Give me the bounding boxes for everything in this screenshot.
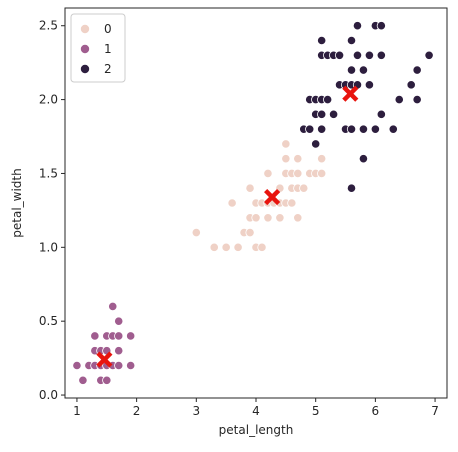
x-tick-label-6: 7 bbox=[431, 404, 439, 418]
point-cluster-0-23 bbox=[281, 154, 291, 164]
y-tick-label-3: 1.5 bbox=[39, 166, 58, 180]
legend-marker-1 bbox=[80, 44, 91, 55]
point-cluster-0-31 bbox=[293, 154, 303, 164]
point-cluster-2-30 bbox=[364, 80, 375, 90]
legend-label-1: 1 bbox=[104, 42, 112, 56]
point-cluster-2-38 bbox=[394, 94, 404, 105]
x-tick-label-0: 1 bbox=[73, 404, 81, 418]
point-cluster-0-32 bbox=[299, 183, 309, 193]
point-cluster-2-31 bbox=[364, 50, 375, 60]
point-cluster-0-4 bbox=[233, 242, 243, 252]
x-axis-ticks: 1 2 3 4 5 6 7 bbox=[73, 398, 439, 418]
data-points-layer bbox=[72, 21, 434, 385]
point-cluster-0-30 bbox=[293, 168, 303, 179]
point-cluster-2-19 bbox=[346, 183, 357, 193]
point-cluster-1-16 bbox=[114, 360, 124, 371]
point-cluster-2-41 bbox=[412, 65, 422, 75]
point-cluster-1-15 bbox=[108, 301, 118, 312]
point-cluster-1-0 bbox=[72, 360, 82, 371]
point-cluster-0-16 bbox=[263, 168, 273, 179]
point-cluster-2-28 bbox=[358, 124, 369, 134]
y-axis-label: petal_width bbox=[10, 168, 24, 237]
point-cluster-1-20 bbox=[126, 360, 136, 371]
point-cluster-2-10 bbox=[317, 35, 327, 46]
point-cluster-0-1 bbox=[209, 242, 219, 252]
point-cluster-2-13 bbox=[328, 109, 339, 119]
x-tick-label-1: 2 bbox=[133, 404, 141, 418]
point-cluster-0-37 bbox=[317, 154, 327, 164]
legend-marker-2 bbox=[80, 64, 91, 75]
point-cluster-2-26 bbox=[352, 21, 363, 31]
point-cluster-2-11 bbox=[323, 94, 333, 105]
point-cluster-2-7 bbox=[317, 109, 327, 119]
point-cluster-1-19 bbox=[114, 316, 124, 326]
point-cluster-0-0 bbox=[191, 227, 201, 238]
legend: 0 1 2 bbox=[70, 13, 126, 83]
legend-label-0: 0 bbox=[104, 22, 112, 36]
point-cluster-0-14 bbox=[263, 213, 273, 223]
point-cluster-2-32 bbox=[370, 124, 380, 134]
point-cluster-2-16 bbox=[334, 50, 345, 60]
centroid-marker-2 bbox=[342, 85, 359, 102]
point-cluster-1-17 bbox=[114, 346, 124, 356]
centroid-marker-0 bbox=[96, 351, 113, 368]
y-tick-label-5: 2.5 bbox=[39, 19, 58, 33]
point-cluster-2-39 bbox=[406, 80, 416, 90]
y-axis-ticks: 0.0 0.5 1.0 1.5 2.0 2.5 bbox=[39, 19, 65, 402]
point-cluster-1-18 bbox=[114, 331, 124, 341]
point-cluster-2-36 bbox=[376, 21, 386, 31]
point-cluster-2-34 bbox=[376, 109, 386, 119]
legend-label-2: 2 bbox=[104, 62, 112, 76]
point-cluster-2-40 bbox=[412, 94, 422, 105]
point-cluster-0-38 bbox=[317, 168, 327, 179]
point-cluster-2-23 bbox=[346, 35, 357, 46]
point-cluster-1-9 bbox=[102, 375, 112, 385]
point-cluster-2-27 bbox=[358, 154, 369, 164]
x-tick-label-5: 6 bbox=[372, 404, 380, 418]
point-cluster-0-8 bbox=[245, 183, 255, 193]
point-cluster-0-24 bbox=[281, 139, 291, 149]
y-tick-label-0: 0.0 bbox=[39, 388, 58, 402]
centroid-markers-layer bbox=[96, 85, 359, 368]
x-tick-label-3: 4 bbox=[252, 404, 260, 418]
point-cluster-0-6 bbox=[245, 227, 255, 238]
x-tick-label-4: 5 bbox=[312, 404, 320, 418]
point-cluster-2-25 bbox=[352, 50, 363, 60]
point-cluster-2-42 bbox=[424, 50, 434, 60]
point-cluster-2-5 bbox=[311, 139, 321, 149]
point-cluster-0-10 bbox=[251, 213, 261, 223]
point-cluster-1-21 bbox=[126, 331, 136, 341]
point-cluster-2-37 bbox=[388, 124, 398, 134]
point-cluster-0-2 bbox=[221, 242, 231, 252]
point-cluster-2-1 bbox=[305, 124, 315, 134]
point-cluster-2-29 bbox=[358, 65, 369, 75]
y-tick-label-1: 0.5 bbox=[39, 314, 58, 328]
point-cluster-0-25 bbox=[287, 198, 297, 208]
point-cluster-0-28 bbox=[293, 213, 303, 223]
centroid-marker-1 bbox=[264, 189, 281, 206]
point-cluster-2-6 bbox=[317, 124, 327, 134]
point-cluster-0-12 bbox=[257, 242, 267, 252]
x-axis-label: petal_length bbox=[219, 423, 294, 437]
x-tick-label-2: 3 bbox=[192, 404, 200, 418]
legend-box bbox=[70, 13, 126, 83]
point-cluster-2-22 bbox=[346, 65, 357, 75]
point-cluster-1-1 bbox=[78, 375, 88, 385]
y-tick-label-4: 2.0 bbox=[39, 93, 58, 107]
point-cluster-2-35 bbox=[376, 50, 386, 60]
legend-marker-0 bbox=[80, 23, 91, 34]
point-cluster-2-20 bbox=[346, 124, 357, 134]
point-cluster-0-18 bbox=[275, 213, 285, 223]
point-cluster-0-3 bbox=[227, 198, 237, 208]
y-tick-label-2: 1.0 bbox=[39, 240, 58, 254]
point-cluster-1-5 bbox=[90, 331, 100, 341]
